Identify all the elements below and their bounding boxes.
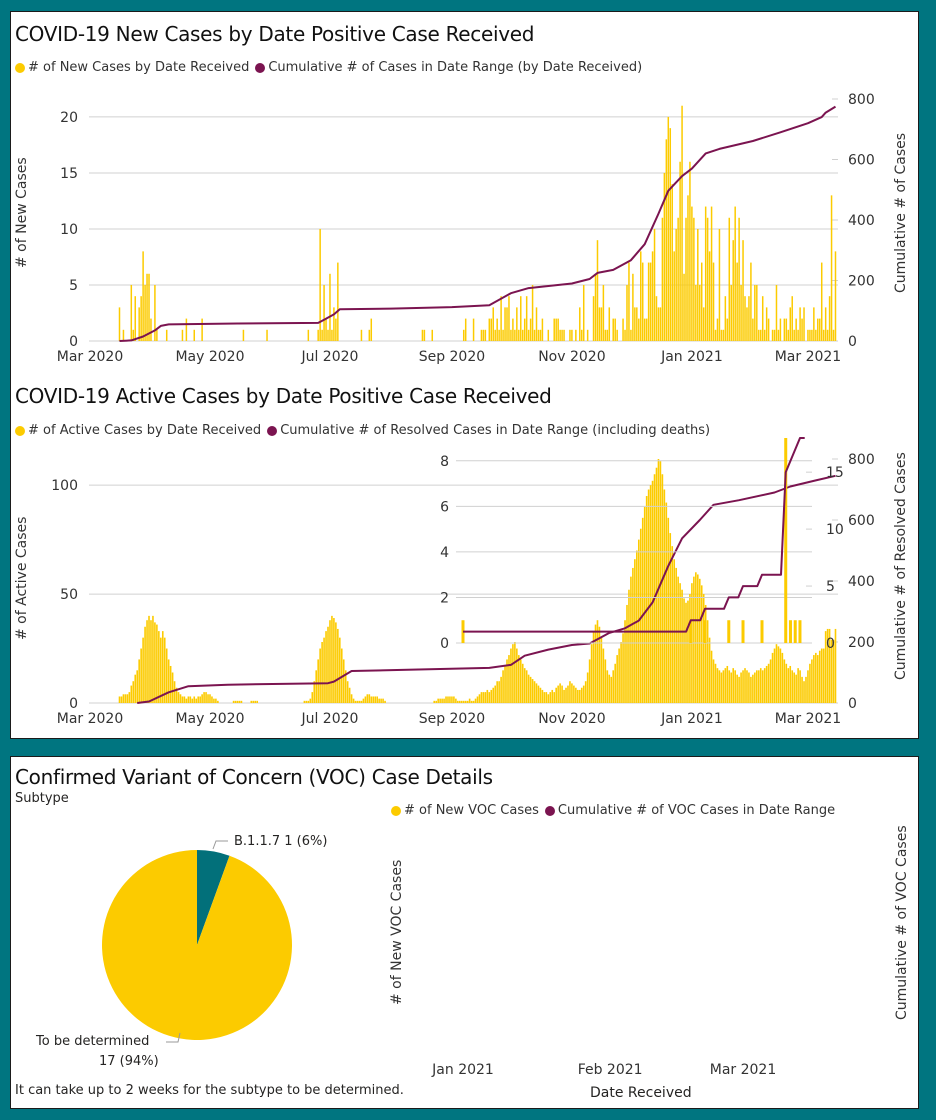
active-cases-chart-title: COVID-19 Active Cases by Date Positive C… <box>15 384 552 408</box>
yellow-dot-icon <box>15 425 25 436</box>
new-cases-chart-title: COVID-19 New Cases by Date Positive Case… <box>15 22 535 46</box>
yellow-dot-icon <box>391 805 401 816</box>
pie-label-tbd-name[interactable]: To be determined <box>36 1034 150 1049</box>
pie-label-tbd-value[interactable]: 17 (94%) <box>99 1054 159 1069</box>
maroon-dot-icon <box>267 425 278 436</box>
legend-item-new-cases[interactable]: # of New Cases by Date Received <box>15 60 249 75</box>
new-cases-y2-axis-title: Cumulative # of Cases <box>893 132 909 293</box>
new-cases-legend: # of New Cases by Date Received Cumulati… <box>15 60 648 75</box>
legend-item-cumulative-voc[interactable]: Cumulative # of VOC Cases in Date Range <box>544 803 835 818</box>
active-cases-legend: # of Active Cases by Date Received Cumul… <box>15 423 716 438</box>
new-cases-y-axis-title: # of New Cases <box>14 157 30 268</box>
legend-item-cumulative-cases[interactable]: Cumulative # of Cases in Date Range (by … <box>255 60 642 75</box>
voc-legend: # of New VOC Cases Cumulative # of VOC C… <box>391 803 841 818</box>
active-cases-y-axis-title: # of Active Cases <box>14 516 30 640</box>
pie-subtitle: Subtype <box>15 791 69 806</box>
voc-note: It can take up to 2 weeks for the subtyp… <box>15 1083 404 1098</box>
voc-x-axis-title: Date Received <box>590 1085 692 1101</box>
cases-panel <box>10 11 919 739</box>
voc-y-axis-title: # of New VOC Cases <box>389 859 405 1005</box>
pie-label-b117[interactable]: B.1.1.7 1 (6%) <box>234 834 328 849</box>
active-cases-y2-axis-title: Cumulative # of Resolved Cases <box>893 452 909 680</box>
maroon-dot-icon <box>544 805 555 816</box>
legend-item-new-voc[interactable]: # of New VOC Cases <box>391 803 539 818</box>
legend-item-active-cases[interactable]: # of Active Cases by Date Received <box>15 423 261 438</box>
yellow-dot-icon <box>15 62 25 73</box>
voc-title: Confirmed Variant of Concern (VOC) Case … <box>15 765 493 789</box>
voc-y2-axis-title: Cumulative # of VOC Cases <box>894 825 910 1020</box>
legend-item-resolved-cases[interactable]: Cumulative # of Resolved Cases in Date R… <box>267 423 710 438</box>
maroon-dot-icon <box>255 62 266 73</box>
